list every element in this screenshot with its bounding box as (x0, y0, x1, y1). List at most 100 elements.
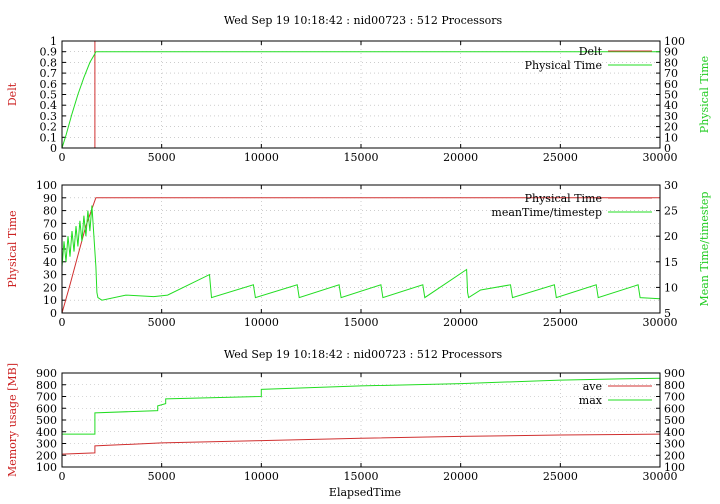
y-right-tick-label: 30 (664, 179, 678, 192)
series-line-ave (61, 433, 661, 455)
y-left-tick-label: 20 (43, 281, 57, 294)
x-tick-label: 30000 (643, 316, 678, 329)
y-right-tick-label: 10 (664, 281, 678, 294)
y-right-axis-label: Physical Time (698, 56, 711, 133)
y-right-tick-label: 15 (664, 256, 678, 269)
y-right-axis-label: Mean Time/timestep (698, 192, 711, 307)
x-tick-label: 5000 (148, 470, 176, 483)
plot-frame (61, 40, 661, 149)
y-left-tick-label: 0.1 (40, 131, 58, 144)
y-right-tick-label: 300 (664, 438, 685, 451)
x-tick-label: 15000 (344, 151, 379, 164)
y-left-tick-label: 0 (50, 307, 57, 320)
series-line-meantime-timestep (61, 205, 661, 301)
y-left-tick-label: 400 (36, 426, 57, 439)
y-right-tick-label: 500 (664, 414, 685, 427)
x-tick-label: 20000 (443, 151, 478, 164)
y-right-tick-label: 40 (664, 99, 678, 112)
y-right-tick-label: 600 (664, 402, 685, 415)
y-right-tick-label: 5 (664, 307, 671, 320)
y-right-tick-label: 70 (664, 67, 678, 80)
y-left-tick-label: 0.6 (40, 78, 58, 91)
y-left-tick-label: 600 (36, 402, 57, 415)
series-line-physical-time (61, 51, 660, 149)
y-left-tick-label: 300 (36, 438, 57, 451)
x-tick-label: 15000 (344, 470, 379, 483)
x-tick-label: 20000 (443, 316, 478, 329)
series-line-max (62, 377, 661, 435)
y-left-tick-label: 0.2 (40, 121, 58, 134)
x-tick-label: 0 (59, 151, 66, 164)
y-left-tick-label: 40 (43, 256, 57, 269)
legend-label: meanTime/timestep (491, 206, 602, 219)
y-right-tick-label: 20 (664, 230, 678, 243)
y-right-tick-label: 0 (664, 142, 671, 155)
x-tick-label: 30000 (643, 470, 678, 483)
y-left-tick-label: 0.4 (40, 99, 58, 112)
y-left-tick-label: 900 (36, 367, 57, 380)
x-tick-label: 25000 (543, 316, 578, 329)
y-right-tick-label: 700 (664, 391, 685, 404)
legend-label: ave (583, 380, 602, 393)
y-right-tick-label: 400 (664, 426, 685, 439)
y-left-tick-label: 0.8 (40, 56, 58, 69)
x-tick-label: 10000 (244, 470, 279, 483)
physical-time-mean-time-panel: 0 5000 10000 15000 20000 25000 300000102030405… (6, 179, 711, 329)
x-tick-label: 15000 (344, 316, 379, 329)
y-right-tick-label: 80 (664, 56, 678, 69)
legend-label: Delt (579, 45, 603, 58)
y-left-tick-label: 0.3 (40, 110, 58, 123)
chart-title: Wed Sep 19 10:18:42 : nid00723 : 512 Pro… (224, 14, 503, 27)
y-left-tick-label: 100 (36, 179, 57, 192)
y-right-tick-label: 90 (664, 46, 678, 59)
delt-physical-time-panel: 0 5000 10000 15000 20000 25000 3000000.10.20.3… (6, 14, 711, 164)
y-left-tick-label: 0.5 (40, 89, 58, 102)
y-left-tick-label: 10 (43, 294, 57, 307)
x-tick-label: 20000 (443, 470, 478, 483)
plot-frame (61, 372, 661, 468)
legend-label: Physical Time (525, 192, 602, 205)
y-right-tick-label: 800 (664, 379, 685, 392)
y-left-tick-label: 0 (50, 142, 57, 155)
x-tick-label: 5000 (148, 316, 176, 329)
y-left-axis-label: Physical Time (6, 210, 19, 287)
y-right-tick-label: 200 (664, 449, 685, 462)
y-left-tick-label: 100 (36, 461, 57, 474)
x-tick-label: 30000 (643, 151, 678, 164)
y-right-tick-label: 20 (664, 121, 678, 134)
x-tick-label: 0 (59, 316, 66, 329)
y-left-tick-label: 50 (43, 243, 57, 256)
y-left-tick-label: 30 (43, 269, 57, 282)
y-left-tick-label: 200 (36, 449, 57, 462)
y-right-tick-label: 100 (664, 461, 685, 474)
plot-frame (61, 184, 661, 314)
y-right-tick-label: 25 (664, 205, 678, 218)
y-right-tick-label: 100 (664, 35, 685, 48)
x-tick-label: 25000 (543, 151, 578, 164)
y-left-tick-label: 1 (50, 35, 57, 48)
x-tick-label: 5000 (148, 151, 176, 164)
y-right-tick-label: 10 (664, 131, 678, 144)
x-tick-label: 10000 (244, 316, 279, 329)
y-left-tick-label: 800 (36, 379, 57, 392)
y-right-tick-label: 30 (664, 110, 678, 123)
chart-title: Wed Sep 19 10:18:42 : nid00723 : 512 Pro… (224, 348, 503, 361)
y-left-tick-label: 70 (43, 217, 57, 230)
x-tick-label: 0 (59, 470, 66, 483)
y-left-tick-label: 500 (36, 414, 57, 427)
legend-label: max (579, 394, 603, 407)
x-tick-label: 25000 (543, 470, 578, 483)
y-right-tick-label: 60 (664, 78, 678, 91)
y-left-axis-label: Memory usage [MB] (6, 363, 19, 477)
y-left-tick-label: 0.9 (40, 46, 58, 59)
y-left-axis-label: Delt (6, 82, 19, 106)
y-left-tick-label: 0.7 (40, 67, 58, 80)
memory-usage-panel: 0 5000 10000 15000 20000 25000 300001002003004… (6, 348, 685, 499)
y-right-tick-label: 900 (664, 367, 685, 380)
y-left-tick-label: 80 (43, 205, 57, 218)
x-axis-label: ElapsedTime (329, 486, 401, 499)
series-line-physical-time (61, 197, 660, 314)
y-right-tick-label: 50 (664, 89, 678, 102)
y-left-tick-label: 60 (43, 230, 57, 243)
